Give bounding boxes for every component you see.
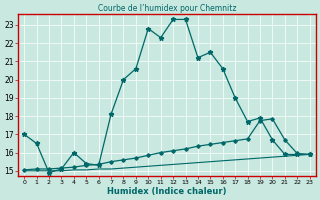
- X-axis label: Humidex (Indice chaleur): Humidex (Indice chaleur): [107, 187, 227, 196]
- Title: Courbe de l’humidex pour Chemnitz: Courbe de l’humidex pour Chemnitz: [98, 4, 236, 13]
